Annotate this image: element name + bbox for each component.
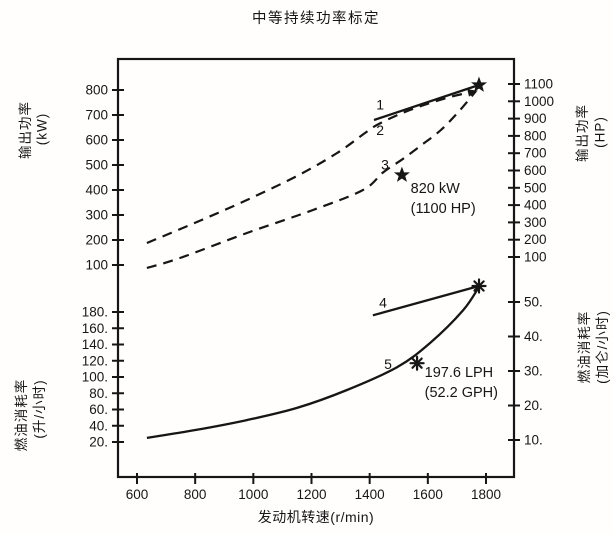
annotation-line-fuel: (52.2 GPH)	[425, 385, 498, 401]
y-axis-unit-gph: (加仑/小时)	[595, 310, 610, 384]
x-tick-label: 600	[126, 487, 149, 502]
y-axis-label-power-hp: 输出功率	[575, 104, 590, 162]
x-tick-label: 1800	[471, 487, 501, 502]
y-axis-unit-kw: (kW)	[34, 112, 50, 146]
y-tick-label-right: 900	[524, 111, 547, 126]
y-tick-label-right: 1100	[524, 77, 553, 92]
chart-title: 中等持续功率标定	[252, 11, 380, 27]
series-curve-3	[146, 90, 477, 270]
series-curve-2	[146, 90, 473, 245]
y-tick-label-left: 140.	[82, 337, 108, 352]
axis-frame	[116, 57, 516, 479]
y-tick-label-left: 160.	[82, 321, 108, 336]
y-axis-unit-lph: (升/小时)	[32, 379, 47, 439]
curve-label-5: 5	[384, 356, 392, 372]
y-tick-label-right: 50.	[524, 295, 543, 310]
y-tick-label-left: 40.	[89, 418, 108, 433]
x-axis-title: 发动机转速(r/min)	[257, 509, 375, 525]
annotation-line-power: (1100 HP)	[411, 201, 476, 217]
y-tick-label-left: 500	[85, 158, 108, 173]
y-tick-label-right: 400	[524, 198, 547, 213]
y-axis-label-fuel-gph: 燃油消耗率	[577, 310, 592, 384]
curve-label-4: 4	[379, 294, 387, 310]
legend-star-icon	[393, 166, 410, 182]
y-tick-label-left: 700	[85, 108, 108, 123]
y-tick-label-right: 40.	[524, 329, 543, 344]
y-tick-label-left: 80.	[89, 386, 108, 401]
y-tick-label-left: 600	[85, 133, 108, 148]
x-tick-label: 1400	[355, 487, 385, 502]
y-tick-label-left: 200	[85, 233, 108, 248]
x-tick-label: 1000	[238, 487, 268, 502]
y-tick-label-right: 10.	[524, 433, 543, 448]
y-tick-label-right: 200	[524, 232, 547, 247]
y-tick-label-right: 30.	[524, 364, 543, 379]
y-tick-label-left: 180.	[82, 305, 108, 320]
y-tick-label-right: 500	[524, 180, 547, 195]
y-axis-label-fuel-lph: 燃油消耗率	[14, 378, 29, 452]
y-tick-label-right: 1000	[524, 94, 554, 109]
curve-label-2: 2	[376, 122, 384, 138]
y-tick-label-right: 20.	[524, 398, 543, 413]
curve-label-1: 1	[376, 97, 384, 113]
series-curve-5	[146, 286, 480, 440]
y-tick-label-right: 700	[524, 146, 547, 161]
y-axis-label-power-kw: 输出功率	[18, 101, 33, 159]
endpoint-asterisk-icon-spoke	[473, 280, 485, 292]
y-tick-label-left: 100.	[82, 370, 108, 385]
y-tick-label-left: 60.	[89, 402, 108, 417]
x-tick-label: 1600	[413, 487, 443, 502]
y-tick-label-left: 800	[85, 83, 108, 98]
endpoint-star-icon	[471, 76, 488, 92]
y-tick-label-left: 400	[85, 183, 108, 198]
series-curve-1	[373, 83, 480, 122]
series-curve-4	[372, 284, 480, 317]
legend-asterisk-icon-spoke	[411, 357, 423, 369]
y-tick-label-left: 120.	[82, 353, 108, 368]
annotation-line-power: 820 kW	[411, 181, 460, 197]
y-tick-label-right: 800	[524, 128, 547, 143]
y-tick-label-right: 100	[524, 250, 547, 265]
x-tick-label: 1200	[296, 487, 326, 502]
x-tick-label: 800	[184, 487, 207, 502]
annotation-line-fuel: 197.6 LPH	[425, 365, 494, 381]
curve-label-3: 3	[381, 157, 389, 173]
y-axis-unit-hp: (HP)	[592, 116, 608, 148]
y-tick-label-left: 20.	[89, 435, 108, 450]
y-tick-label-left: 100	[85, 258, 108, 273]
y-tick-label-right: 600	[524, 163, 547, 178]
y-tick-label-left: 300	[85, 208, 108, 223]
y-tick-label-right: 300	[524, 215, 547, 230]
